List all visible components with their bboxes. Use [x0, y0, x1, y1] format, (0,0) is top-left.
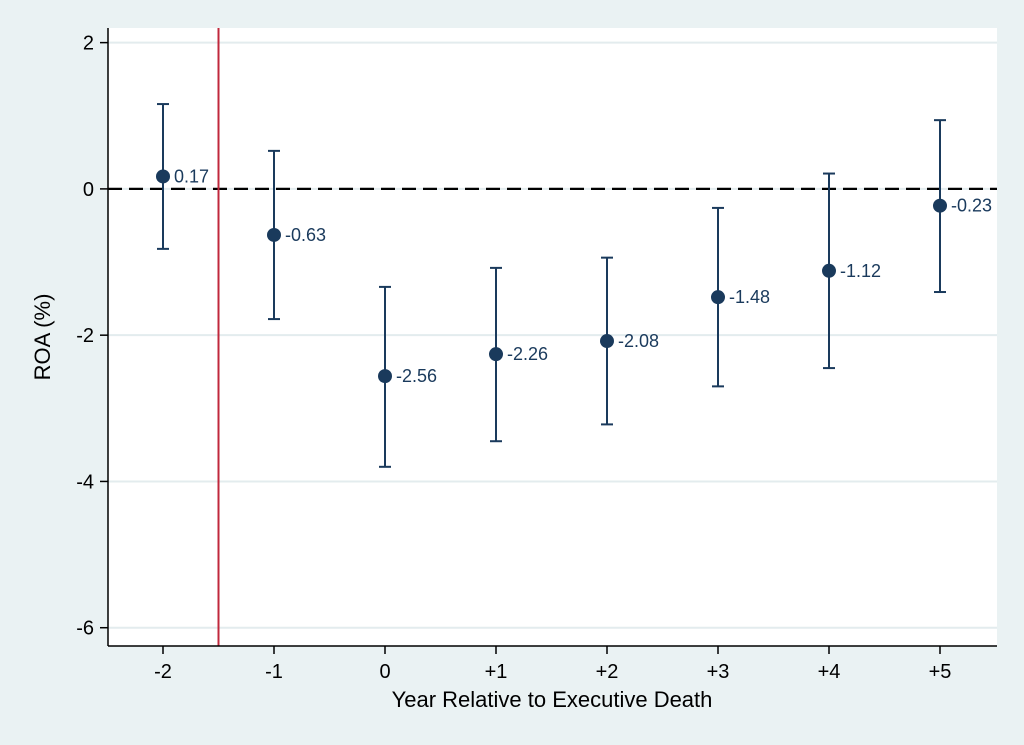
data-label: -2.26 [507, 344, 548, 364]
x-tick-label: +5 [929, 661, 952, 683]
marks-layer: 0.17 -0.63 -2.56 -2.26 -2.08 -1.48 -1.12 -0.23 [156, 103, 992, 468]
data-label: 0.17 [174, 166, 209, 186]
data-label: -1.12 [840, 261, 881, 281]
x-tick-label: +1 [485, 661, 508, 683]
data-point [600, 334, 614, 349]
data-point [156, 169, 170, 184]
x-tick-label: -2 [154, 661, 172, 683]
data-point [489, 347, 503, 362]
x-tick-label: 0 [379, 661, 390, 683]
data-point [822, 263, 836, 278]
axis-layer: 2 0 -2 -4 -6 -2 -1 0 +1 +2 +3 +4 +5 [76, 28, 997, 683]
data-point [711, 290, 725, 305]
reference-layer [108, 28, 997, 646]
y-tick-label: 0 [83, 179, 94, 201]
data-label: -2.08 [618, 331, 659, 351]
data-label: -0.63 [285, 225, 326, 245]
y-axis-title: ROA (%) [30, 294, 55, 381]
x-tick-label: +3 [707, 661, 730, 683]
x-tick-label: +2 [596, 661, 619, 683]
y-tick-label: -4 [76, 471, 94, 493]
data-label: -1.48 [729, 287, 770, 307]
x-tick-label: -1 [265, 661, 283, 683]
data-point [378, 369, 392, 384]
data-label: -0.23 [951, 196, 992, 216]
plot-area [108, 28, 997, 646]
data-point [267, 227, 281, 242]
data-point [933, 198, 947, 213]
data-label: -2.56 [396, 366, 437, 386]
y-tick-label: -2 [76, 325, 94, 347]
x-tick-label: +4 [818, 661, 841, 683]
x-axis-title: Year Relative to Executive Death [392, 687, 713, 712]
y-tick-label: -6 [76, 618, 94, 640]
y-tick-label: 2 [83, 33, 94, 55]
